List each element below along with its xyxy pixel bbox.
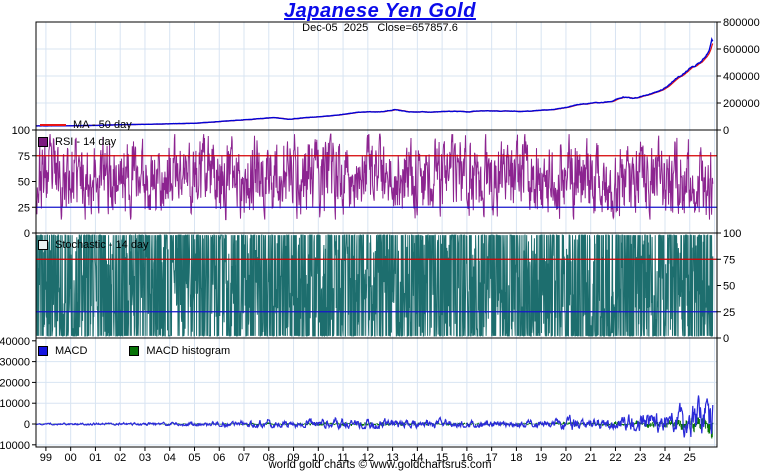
series-group-price xyxy=(36,37,714,127)
x-tick-label: 99 xyxy=(40,452,52,464)
chart-title: Japanese Yen Gold xyxy=(284,0,476,22)
x-tick-label: 24 xyxy=(659,452,671,464)
rsi-swatch-icon xyxy=(38,137,48,147)
yen-gold-price-line xyxy=(36,37,714,127)
legend-ma: MA - 50 day xyxy=(40,119,132,131)
legend-macd-histogram-label: MACD histogram xyxy=(146,345,231,357)
y-tick-label: 600000 xyxy=(723,44,760,56)
x-tick-label: 14 xyxy=(411,452,423,464)
x-tick-label: 06 xyxy=(213,452,225,464)
y-tick-label: 0 xyxy=(723,125,729,137)
x-tick-label: 25 xyxy=(684,452,696,464)
x-tick-label: 20 xyxy=(560,452,572,464)
panel-rsi: 100 75 50 25 0 xyxy=(12,125,718,240)
y-tick-label: 20000 xyxy=(0,377,30,389)
y-tick-label: 30000 xyxy=(0,357,30,369)
panel-border xyxy=(35,337,718,448)
x-tick-label: 21 xyxy=(585,452,597,464)
stochastic-swatch-icon xyxy=(38,240,48,250)
panel-price: 800000 600000 400000 200000 0 xyxy=(35,17,760,137)
macd-histogram-swatch-icon xyxy=(129,346,140,356)
legend-rsi-label: RSI - 14 day xyxy=(55,136,117,148)
ma-line-marker xyxy=(40,124,66,126)
panel-macd: 40000 30000 20000 10000 0 -10000 xyxy=(0,336,718,452)
x-tick-label: 02 xyxy=(114,452,126,464)
footer-credit: world gold charts © www.goldchartsrus.co… xyxy=(268,459,492,471)
x-tick-label: 15 xyxy=(436,452,448,464)
macd-swatch-icon xyxy=(38,346,48,356)
x-tick-label: 16 xyxy=(461,452,473,464)
series-group-rsi xyxy=(36,133,714,221)
x-tick-label: 11 xyxy=(337,452,348,464)
legend-rsi: RSI - 14 day xyxy=(38,136,116,148)
y-tick-label: 50 xyxy=(18,177,30,189)
legend-ma-label: MA - 50 day xyxy=(73,119,132,131)
y-tick-label: 0 xyxy=(24,419,30,431)
y-tick-label: 25 xyxy=(723,307,735,319)
y-tick-label: 800000 xyxy=(723,17,760,29)
chart-subtitle: Dec-05 2025 Close=657857.6 xyxy=(302,22,458,34)
y-tick-label: 0 xyxy=(723,333,729,345)
x-tick-label: 07 xyxy=(238,452,250,464)
x-tick-label: 01 xyxy=(89,452,101,464)
macd-line-line xyxy=(36,395,714,438)
y-tick-label: 40000 xyxy=(0,336,30,348)
x-tick-label: 05 xyxy=(188,452,200,464)
x-tick-label: 09 xyxy=(287,452,299,464)
x-tick-label: 23 xyxy=(634,452,646,464)
x-tick-label: 22 xyxy=(609,452,621,464)
x-axis: 99 00 01 02 03 04 05 06 07 08 09 10 11 12 13 14 15 16 17 18… xyxy=(40,447,696,464)
x-tick-label: 19 xyxy=(535,452,547,464)
x-tick-label: 12 xyxy=(362,452,374,464)
y-tick-label: 200000 xyxy=(723,98,760,110)
y-tick-label: 50 xyxy=(723,281,735,293)
x-tick-label: 10 xyxy=(312,452,324,464)
y-tick-label: -10000 xyxy=(0,440,30,452)
ma-50-day-line xyxy=(36,43,714,127)
y-tick-label: 75 xyxy=(723,254,735,266)
x-tick-label: 08 xyxy=(263,452,275,464)
legend-stochastic-label: Stochastic - 14 day xyxy=(55,239,149,251)
y-tick-label: 10000 xyxy=(0,398,30,410)
y-tick-label: 75 xyxy=(18,151,30,163)
x-tick-label: 18 xyxy=(510,452,522,464)
stochastic-14-day-line xyxy=(36,233,714,338)
y-tick-label: 100 xyxy=(12,125,30,137)
series-group-macd xyxy=(36,395,714,439)
x-tick-label: 13 xyxy=(386,452,398,464)
legend-macd: MACD MACD histogram xyxy=(38,345,230,357)
legend-stochastic: Stochastic - 14 day xyxy=(38,239,149,251)
x-tick-label: 03 xyxy=(139,452,151,464)
series-group-stochastic xyxy=(36,233,714,338)
legend-macd-label: MACD xyxy=(55,345,88,357)
y-tick-label: 25 xyxy=(18,202,30,214)
x-tick-label: 04 xyxy=(164,452,176,464)
y-tick-label: 100 xyxy=(723,228,741,240)
rsi-14-day-line xyxy=(36,133,714,221)
x-tick-label: 17 xyxy=(486,452,498,464)
x-tick-label: 00 xyxy=(65,452,77,464)
y-tick-label: 0 xyxy=(24,228,30,240)
y-tick-label: 400000 xyxy=(723,71,760,83)
